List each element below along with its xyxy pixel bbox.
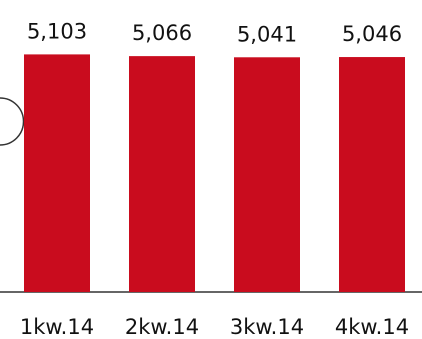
- bars-layer: [24, 54, 405, 293]
- bar-3kw.14: [234, 57, 300, 292]
- partial-circle-decoration: [0, 97, 25, 146]
- x-tick-label-4kw.14: 4kw.14: [335, 315, 409, 339]
- data-labels-layer: 5,103 5,066 5,041 5,046: [27, 19, 402, 46]
- data-label-2kw.14: 5,066: [132, 21, 192, 45]
- x-tick-label-1kw.14: 1kw.14: [20, 315, 94, 339]
- x-tick-labels-layer: 1kw.14 2kw.14 3kw.14 4kw.14: [20, 315, 409, 339]
- bar-1kw.14: [24, 54, 90, 293]
- data-label-4kw.14: 5,046: [342, 22, 402, 46]
- data-label-3kw.14: 5,041: [237, 22, 297, 46]
- bar-2kw.14: [129, 56, 195, 292]
- x-tick-label-2kw.14: 2kw.14: [125, 315, 199, 339]
- bar-4kw.14: [339, 57, 405, 292]
- x-tick-label-3kw.14: 3kw.14: [230, 315, 304, 339]
- data-label-1kw.14: 5,103: [27, 19, 87, 43]
